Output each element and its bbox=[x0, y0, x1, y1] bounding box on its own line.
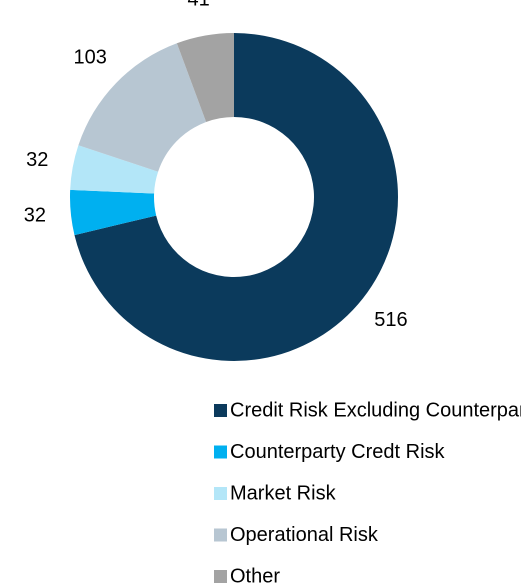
legend-label: Credit Risk Excluding Counterparty Risk bbox=[230, 399, 521, 421]
data-label: 32 bbox=[24, 204, 46, 226]
donut-slice bbox=[78, 43, 207, 172]
data-label: 516 bbox=[374, 309, 407, 331]
legend-label: Counterparty Credt Risk bbox=[230, 441, 446, 463]
donut-slice bbox=[74, 33, 398, 361]
data-label: 41 bbox=[187, 0, 209, 10]
legend-label: Other bbox=[230, 565, 280, 587]
legend-swatch bbox=[214, 487, 227, 500]
data-label: 32 bbox=[26, 149, 48, 171]
donut-slice bbox=[70, 145, 159, 194]
legend-label: Market Risk bbox=[230, 482, 337, 504]
legend-swatch bbox=[214, 404, 227, 417]
donut-slice bbox=[176, 33, 234, 123]
legend-swatch bbox=[214, 445, 227, 459]
legend-swatch bbox=[214, 528, 227, 542]
donut-slice bbox=[70, 189, 157, 236]
legend-swatch bbox=[214, 570, 227, 583]
data-label: 103 bbox=[73, 46, 106, 68]
legend-label: Operational Risk bbox=[230, 524, 379, 546]
